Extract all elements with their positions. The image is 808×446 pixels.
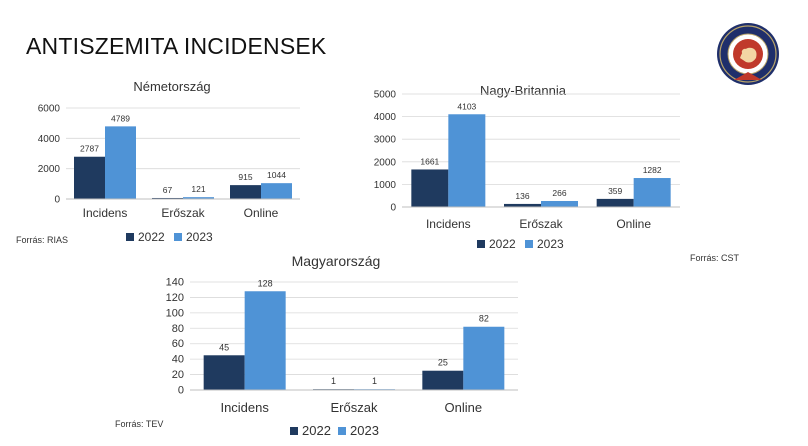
chart-hungary: Magyarország 0 20 40 60 80 100 120 140 45 128 Incid… [166,253,518,438]
bar-2022-eroszak [152,197,183,199]
legend-label-2022: 2022 [302,423,331,438]
chart-germany: Németország 0 2000 4000 6000 2787 4789 Incidens… [38,79,300,244]
y-tick-label: 4000 [38,134,61,145]
data-label: 1 [372,376,377,386]
source-hungary: Forrás: TEV [115,419,164,429]
y-tick-label: 5000 [374,90,397,101]
category-label: Incidens [83,206,128,220]
data-label: 121 [191,184,205,194]
category-label: Erőszak [331,400,378,415]
data-label: 82 [479,314,489,324]
y-tick-label: 3000 [374,135,397,146]
bar-2023-eroszak [183,197,214,199]
bar-2023-incidens [244,291,286,390]
data-label: 128 [258,278,273,288]
y-tick-label: 6000 [38,104,61,115]
bar-2023-online [463,326,505,390]
bar-2022-online [596,198,634,207]
bar-2022-online [422,370,464,390]
data-label: 2787 [80,144,99,154]
y-tick-label: 1000 [374,180,397,191]
category-label: Online [616,217,651,231]
y-tick-label: 100 [166,307,184,319]
y-tick-label: 20 [172,369,184,381]
chart-title: Nagy-Britannia [480,83,567,98]
legend-label-2023: 2023 [186,230,213,244]
data-label: 1282 [643,165,662,175]
y-tick-label: 2000 [374,157,397,168]
source-great-britain: Forrás: CST [690,253,740,263]
legend-label-2023: 2023 [537,237,564,251]
source-germany: Forrás: RIAS [16,235,69,245]
bar-2023-incidens [448,114,486,207]
category-label: Incidens [220,400,269,415]
bar-2023-eroszak [541,200,578,207]
chart-great-britain: Nagy-Britannia 0 1000 2000 3000 4000 5000 1661 4… [374,83,680,251]
data-label: 915 [238,172,252,182]
y-tick-label: 0 [178,385,184,397]
data-label: 1661 [420,156,439,166]
category-label: Online [244,206,279,220]
page-title: ANTISZEMITA INCIDENSEK [26,33,327,59]
y-tick-label: 140 [166,277,184,289]
y-tick-label: 60 [172,338,184,350]
bar-2023-online [261,183,292,199]
legend-swatch-2022 [126,233,134,241]
bar-2023-online [633,178,671,207]
chart-title: Magyarország [292,253,381,269]
category-label: Online [445,400,483,415]
data-label: 25 [438,358,448,368]
y-tick-label: 2000 [38,164,61,175]
data-label: 67 [163,185,173,195]
category-label: Incidens [426,217,471,231]
legend-swatch-2023 [174,233,182,241]
bar-2022-incidens [411,169,449,207]
legend-label-2022: 2022 [489,237,516,251]
category-label: Erőszak [519,217,563,231]
bar-2022-incidens [74,156,105,199]
data-label: 1044 [267,170,286,180]
bar-2022-incidens [203,355,245,390]
bar-2022-online [230,185,261,199]
data-label: 266 [552,188,566,198]
organization-seal-icon [717,23,779,85]
legend-swatch-2022 [290,427,298,435]
legend-label-2023: 2023 [350,423,379,438]
data-label: 1 [331,376,336,386]
legend-swatch-2023 [525,240,533,248]
data-label: 359 [608,186,622,196]
y-tick-label: 80 [172,323,184,335]
bar-2022-eroszak [504,203,541,207]
legend-label-2022: 2022 [138,230,165,244]
data-label: 4789 [111,113,130,123]
data-label: 136 [515,191,529,201]
legend-swatch-2023 [338,427,346,435]
y-tick-label: 120 [166,292,184,304]
category-label: Erőszak [161,206,205,220]
y-tick-label: 0 [54,195,60,206]
y-tick-label: 4000 [374,112,397,123]
data-label: 45 [219,342,229,352]
data-label: 4103 [457,101,476,111]
bar-2023-incidens [105,126,136,199]
y-tick-label: 40 [172,354,184,366]
y-tick-label: 0 [390,203,396,214]
legend-swatch-2022 [477,240,485,248]
chart-title: Németország [133,79,210,94]
